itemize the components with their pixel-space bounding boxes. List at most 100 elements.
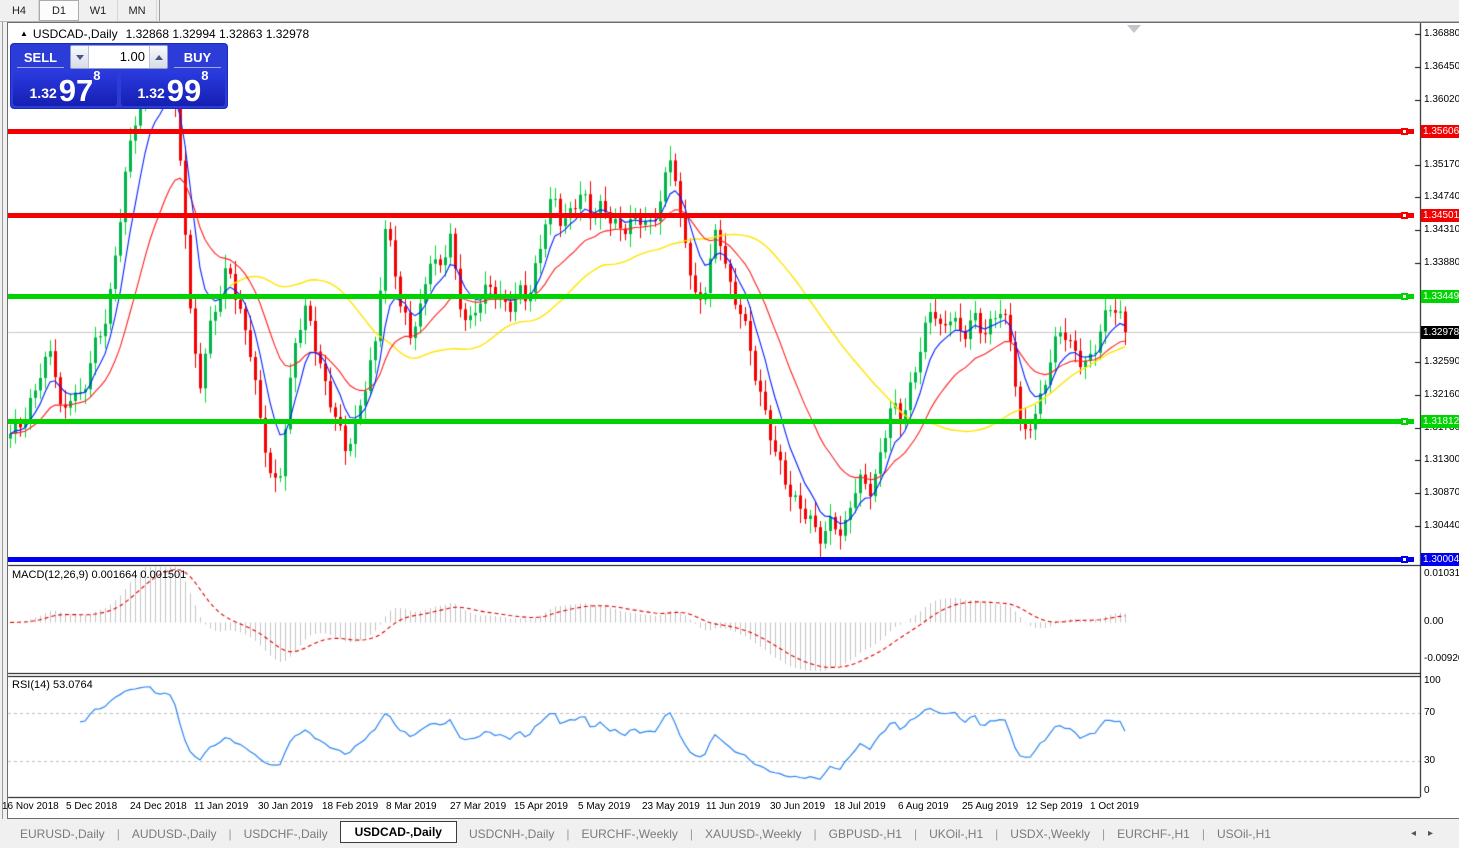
- timeframe-button-mn[interactable]: MN: [118, 0, 157, 21]
- date-label: 25 Aug 2019: [962, 801, 1019, 812]
- line-endpoint-marker[interactable]: [1401, 212, 1408, 219]
- chart-tab-usdx-weekly[interactable]: USDX-,Weekly: [1010, 827, 1091, 841]
- chart-tab-ukoil-h1[interactable]: UKOil-,H1: [929, 827, 984, 841]
- date-label: 18 Feb 2019: [322, 801, 379, 812]
- line-endpoint-marker[interactable]: [1401, 418, 1408, 425]
- tab-separator: |: [913, 827, 918, 841]
- tab-separator: |: [566, 827, 570, 841]
- sell-price-big: 97: [58, 72, 94, 108]
- chevron-down-icon: [75, 54, 84, 60]
- price-tick-label: 1.34740: [1424, 191, 1459, 203]
- chart-tab-eurchf-h1[interactable]: EURCHF-,H1: [1117, 827, 1190, 841]
- timeframe-button-w1[interactable]: W1: [79, 0, 118, 21]
- chart-ohlc-values: 1.32868 1.32994 1.32863 1.32978: [125, 27, 310, 41]
- volume-decrease-button[interactable]: [71, 46, 89, 68]
- tab-separator: |: [1201, 827, 1205, 841]
- chevron-up-icon: [154, 54, 163, 60]
- buy-price-pip: 8: [201, 68, 209, 83]
- resistance-price-label: 1.34501: [1421, 209, 1459, 222]
- sell-price-prefix: 1.32: [29, 85, 57, 101]
- date-label: 27 Mar 2019: [450, 801, 507, 812]
- date-label: 24 Dec 2018: [130, 801, 187, 812]
- chart-tab-audusd-daily[interactable]: AUDUSD-,Daily: [131, 827, 217, 841]
- sell-button[interactable]: SELL: [11, 44, 70, 70]
- window-frame-edge: [2, 22, 3, 819]
- date-label: 12 Sep 2019: [1026, 801, 1083, 812]
- price-tick-label: 1.36880: [1424, 27, 1459, 39]
- price-tick-label: 1.31300: [1424, 454, 1459, 466]
- date-label: 8 Mar 2019: [386, 801, 437, 812]
- date-label: 23 May 2019: [642, 801, 700, 812]
- chart-title: ▲ USDCAD-,Daily 1.32868 1.32994 1.32863 1.…: [20, 27, 309, 41]
- price-tick-label: 1.35170: [1424, 158, 1459, 170]
- object-marker-icon: ▲: [20, 29, 28, 38]
- current-price-label: 1.32978: [1421, 326, 1459, 339]
- toolbar-divider: [159, 0, 160, 21]
- chart-tab-usdcad-daily[interactable]: USDCAD-,Daily: [339, 821, 457, 843]
- chart-tab-eurchf-weekly[interactable]: EURCHF-,Weekly: [581, 827, 678, 841]
- baseline-line-1.30004[interactable]: [8, 556, 1414, 563]
- chart-tab-xauusd-weekly[interactable]: XAUUSD-,Weekly: [705, 827, 802, 841]
- rsi-axis-label: 0: [1424, 785, 1430, 796]
- tab-separator: |: [813, 827, 817, 841]
- baseline-price-label: 1.30004: [1421, 553, 1459, 566]
- date-label: 5 Dec 2018: [66, 801, 118, 812]
- scroll-right-icon: ▸: [1427, 828, 1445, 839]
- support-price-label: 1.31812: [1421, 415, 1459, 428]
- line-endpoint-marker[interactable]: [1401, 556, 1408, 563]
- date-label: 5 May 2019: [578, 801, 631, 812]
- support-line-1.33449[interactable]: [8, 293, 1414, 300]
- sell-price-panel[interactable]: 1.32 97 8: [13, 69, 117, 108]
- resistance-price-label: 1.35606: [1421, 125, 1459, 138]
- line-endpoint-marker[interactable]: [1401, 128, 1408, 135]
- resistance-line-1.34501[interactable]: [8, 212, 1414, 219]
- scroll-left-icon: ◂: [1410, 828, 1428, 839]
- macd-indicator-label: MACD(12,26,9) 0.001664 0.001501: [12, 569, 187, 581]
- buy-price-prefix: 1.32: [137, 85, 165, 101]
- chart-tab-usdchf-daily[interactable]: USDCHF-,Daily: [243, 827, 328, 841]
- price-tick-label: 1.34310: [1424, 224, 1459, 236]
- price-tick-label: 1.33880: [1424, 257, 1459, 269]
- price-tick-label: 1.30870: [1424, 487, 1459, 499]
- tabs-scroll-arrows[interactable]: ◂▸: [1411, 828, 1445, 839]
- date-label: 16 Nov 2018: [2, 801, 59, 812]
- rsi-axis-label: 70: [1424, 707, 1436, 718]
- resistance-line-1.35606[interactable]: [8, 128, 1414, 135]
- chart-tab-eurusd-daily[interactable]: EURUSD-,Daily: [20, 827, 105, 841]
- date-label: 1 Oct 2019: [1090, 801, 1139, 812]
- price-tick-label: 1.32160: [1424, 388, 1459, 400]
- chart-shift-marker-icon[interactable]: [1127, 25, 1141, 33]
- line-endpoint-marker[interactable]: [1401, 293, 1408, 300]
- timeframe-button-h4[interactable]: H4: [0, 0, 39, 21]
- chart-tab-usoil-h1[interactable]: USOil-,H1: [1216, 827, 1271, 841]
- rsi-indicator-label: RSI(14) 53.0764: [12, 679, 93, 691]
- support-line-1.31812[interactable]: [8, 418, 1414, 425]
- macd-axis-label: -0.00920: [1424, 653, 1459, 664]
- chart-tabs-bar: EURUSD-,Daily | AUDUSD-,Daily | USDCHF-,Dail…: [0, 820, 1459, 848]
- date-label: 30 Jun 2019: [770, 801, 826, 812]
- volume-increase-button[interactable]: [149, 46, 167, 68]
- rsi-axis-label: 30: [1424, 755, 1436, 766]
- price-tick-label: 1.36450: [1424, 60, 1459, 72]
- chart-symbol-label: USDCAD-,Daily: [32, 27, 118, 41]
- macd-axis-label: 0.00: [1424, 616, 1444, 627]
- date-label: 15 Apr 2019: [514, 801, 568, 812]
- buy-button[interactable]: BUY: [168, 44, 227, 70]
- chart-tab-gbpusd-h1[interactable]: GBPUSD-,H1: [828, 827, 902, 841]
- price-tick-label: 1.36020: [1424, 93, 1459, 105]
- tab-separator: |: [116, 827, 120, 841]
- tab-separator: |: [228, 827, 232, 841]
- volume-control: 1.00: [70, 45, 168, 69]
- support-price-label: 1.33449: [1421, 290, 1459, 303]
- buy-price-panel[interactable]: 1.32 99 8: [121, 68, 225, 106]
- price-tick-label: 1.30440: [1424, 520, 1459, 532]
- date-label: 11 Jan 2019: [194, 801, 249, 812]
- timeframe-button-d1[interactable]: D1: [39, 0, 79, 21]
- date-label: 18 Jul 2019: [834, 801, 886, 812]
- chart-tab-usdcnh-daily[interactable]: USDCNH-,Daily: [468, 827, 555, 841]
- date-label: 30 Jan 2019: [258, 801, 314, 812]
- one-click-trading-widget: SELL 1.00 BUY 1.32 97 8 1.32 99 8: [11, 44, 227, 108]
- tab-separator: |: [995, 827, 999, 841]
- volume-input[interactable]: 1.00: [89, 46, 149, 68]
